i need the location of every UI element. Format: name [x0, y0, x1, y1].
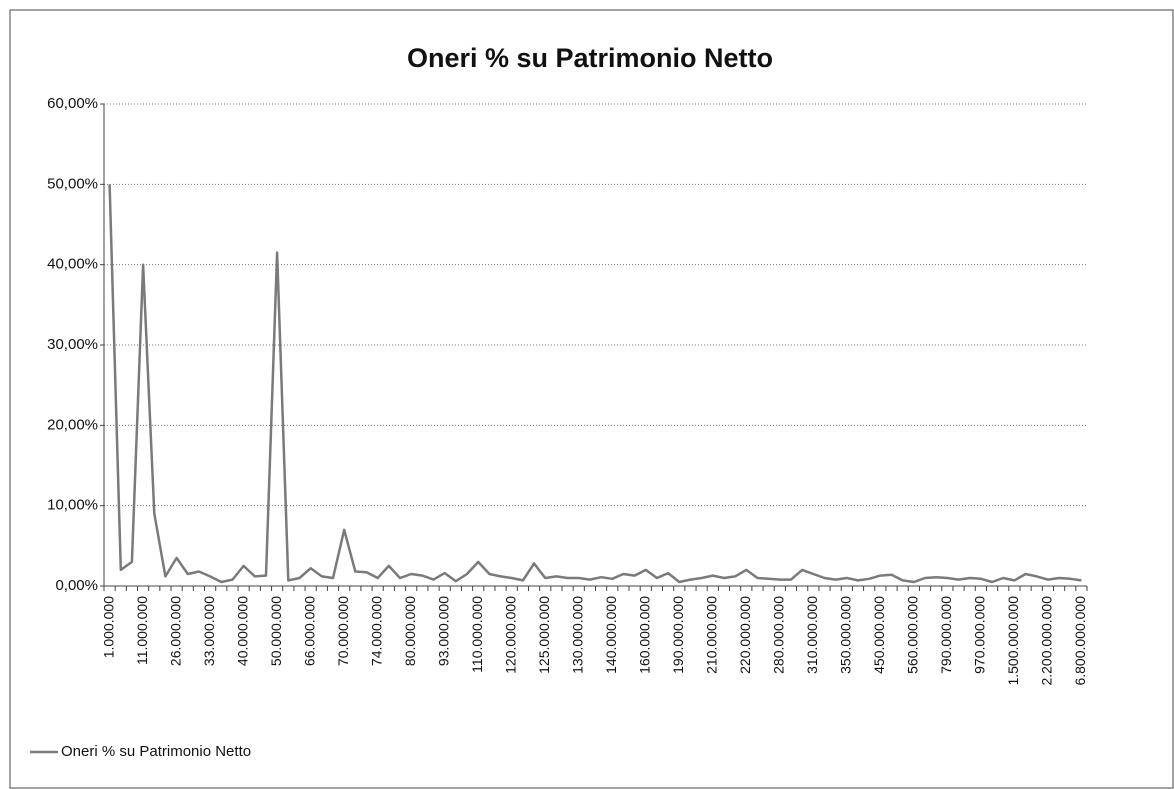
chart-frame — [9, 9, 1174, 789]
y-tick-label: 40,00% — [47, 256, 98, 273]
x-tick-label: 120.000.000 — [502, 596, 518, 674]
x-tick-label: 280.000.000 — [771, 596, 787, 674]
x-tick-label: 190.000.000 — [670, 596, 686, 674]
x-tick-label: 1.500.000.000 — [1005, 596, 1021, 686]
x-tick-label: 2.200.000.000 — [1039, 596, 1055, 686]
x-tick-label: 450.000.000 — [871, 596, 887, 674]
x-tick-label: 80.000.000 — [402, 596, 418, 666]
x-tick-label: 970.000.000 — [972, 596, 988, 674]
x-tick-label: 350.000.000 — [838, 596, 854, 674]
x-tick-label: 93.000.000 — [435, 596, 451, 666]
y-tick-label: 30,00% — [47, 336, 98, 353]
x-tick-label: 66.000.000 — [301, 596, 317, 666]
x-tick-label: 560.000.000 — [905, 596, 921, 674]
x-tick-label: 40.000.000 — [234, 596, 250, 666]
x-tick-label: 110.000.000 — [469, 596, 485, 673]
data-line — [108, 184, 1082, 584]
chart-title: Oneri % su Patrimonio Netto — [407, 43, 773, 73]
y-tick-label: 0,00% — [55, 577, 98, 594]
x-tick-label: 11.000.000 — [134, 596, 150, 665]
x-tick-label: 33.000.000 — [201, 596, 217, 666]
x-tick-label: 790.000.000 — [938, 596, 954, 674]
x-tick-label: 26.000.000 — [167, 596, 183, 666]
legend-label: Oneri % su Patrimonio Netto — [61, 743, 251, 760]
x-tick-label: 130.000.000 — [569, 596, 585, 674]
y-tick-label: 50,00% — [47, 175, 98, 192]
x-tick-label: 310.000.000 — [804, 596, 820, 674]
x-tick-label: 50.000.000 — [268, 596, 284, 666]
x-tick-label: 210.000.000 — [703, 596, 719, 674]
x-tick-label: 1.000.000 — [100, 596, 116, 658]
x-tick-label: 70.000.000 — [335, 596, 351, 666]
x-tick-label: 6.800.000.000 — [1072, 596, 1088, 686]
x-tick-label: 140.000.000 — [603, 596, 619, 674]
y-tick-label: 60,00% — [47, 95, 98, 112]
x-tick-label: 160.000.000 — [636, 596, 652, 674]
x-tick-label: 220.000.000 — [737, 596, 753, 674]
x-tick-label: 125.000.000 — [536, 596, 552, 674]
y-tick-label: 10,00% — [47, 497, 98, 514]
y-tick-label: 20,00% — [47, 416, 98, 433]
x-tick-label: 74.000.000 — [368, 596, 384, 666]
